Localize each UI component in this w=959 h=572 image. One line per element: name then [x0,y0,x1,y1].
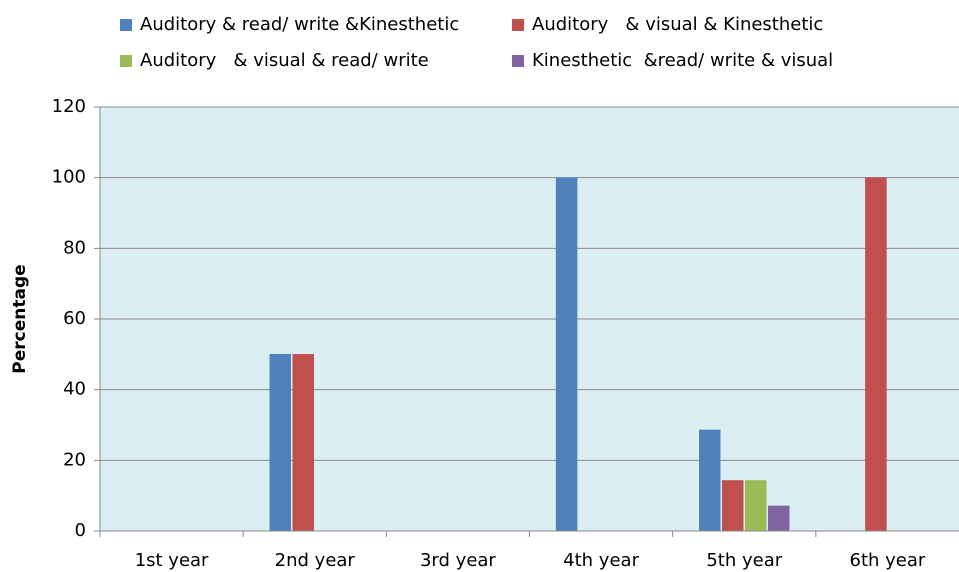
y-tick-label: 60 [63,308,86,329]
legend-swatch [512,19,524,31]
bar [269,354,291,532]
legend-label: Auditory & visual & read/ write [140,50,429,71]
y-axis-label: Percentage [10,264,30,373]
y-tick-label: 120 [52,96,86,117]
y-tick-label: 0 [75,520,86,541]
y-tick-label: 100 [52,167,86,188]
legend-label: Kinesthetic &read/ write & visual [532,50,833,71]
x-tick-label: 3rd year [420,550,496,571]
x-tick-label: 1st year [135,550,209,571]
x-tick-label: 2nd year [275,550,356,571]
bar [292,354,314,532]
y-tick-label: 80 [63,237,86,258]
legend-swatch [120,55,132,67]
y-tick-label: 20 [63,449,86,470]
bar [699,429,721,532]
bar [722,480,744,532]
legend-swatch [120,19,132,31]
bar [745,480,767,532]
bar [555,177,578,532]
bar [865,177,887,532]
y-tick-label: 40 [63,379,86,400]
x-tick-label: 5th year [706,550,782,571]
x-tick-label: 4th year [563,550,639,571]
x-tick-label: 6th year [850,550,926,571]
legend-swatch [512,55,524,67]
legend-label: Auditory & read/ write &Kinesthetic [140,14,459,35]
legend-label: Auditory & visual & Kinesthetic [532,14,823,35]
bar [768,505,790,532]
